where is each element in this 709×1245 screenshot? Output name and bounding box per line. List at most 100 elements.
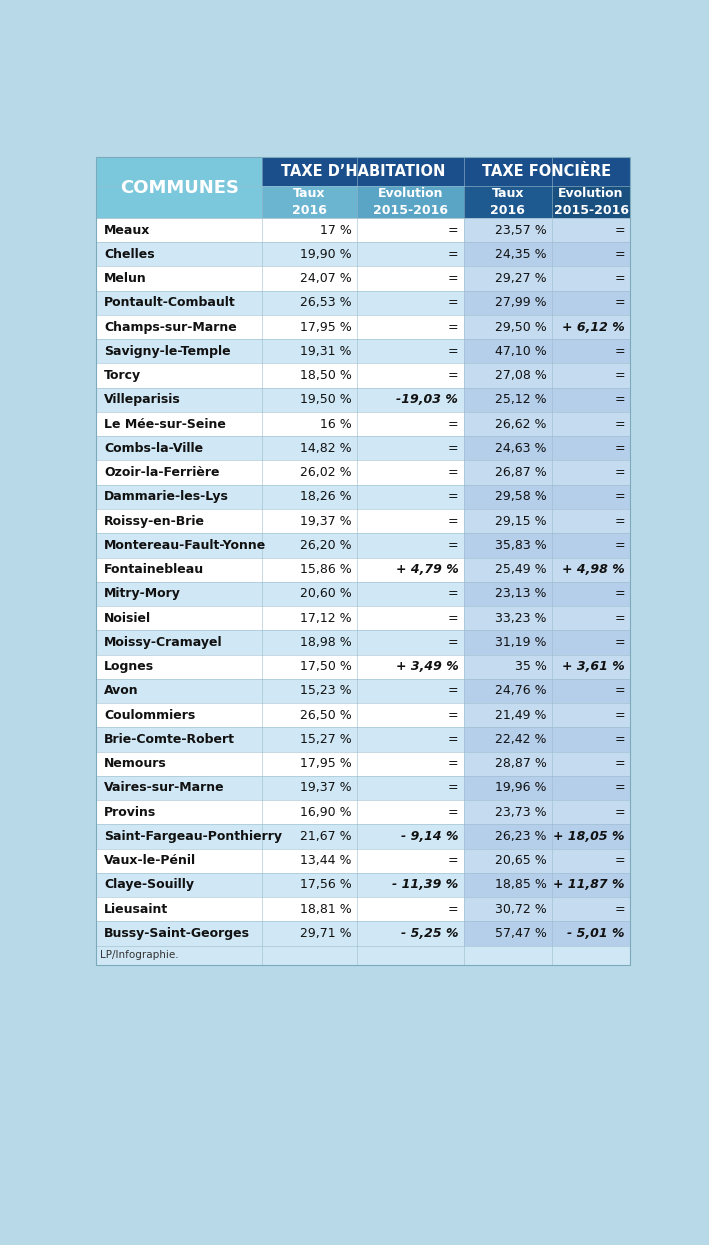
Bar [96,801,262,824]
Text: Dammarie-les-Lys: Dammarie-les-Lys [104,491,229,503]
Bar [262,873,357,898]
Text: 14,82 %: 14,82 % [300,442,352,454]
Bar [262,921,357,946]
Bar [357,655,464,679]
Text: =: = [614,757,625,771]
Text: =: = [447,806,458,819]
Text: 29,15 %: 29,15 % [495,514,547,528]
Bar [464,339,552,364]
Text: =: = [614,224,625,237]
Text: =: = [447,757,458,771]
Text: 17,95 %: 17,95 % [300,320,352,334]
Text: - 11,39 %: - 11,39 % [392,879,458,891]
Bar [464,315,552,339]
Text: Provins: Provins [104,806,157,819]
Bar [357,387,464,412]
Bar [464,436,552,461]
Text: 18,85 %: 18,85 % [495,879,547,891]
Text: 19,90 %: 19,90 % [300,248,352,260]
Bar [357,849,464,873]
Text: 17,95 %: 17,95 % [300,757,352,771]
Text: 25,49 %: 25,49 % [495,563,547,576]
Text: Moissy-Cramayel: Moissy-Cramayel [104,636,223,649]
Text: 29,50 %: 29,50 % [495,320,547,334]
Bar [464,461,552,484]
Text: =: = [447,733,458,746]
Text: =: = [614,539,625,552]
Bar [262,243,357,266]
Bar [464,533,552,558]
Bar [96,873,262,898]
Bar [262,727,357,752]
Bar [357,727,464,752]
Bar [552,606,630,630]
Bar [552,461,630,484]
Bar [357,776,464,801]
Text: 18,26 %: 18,26 % [300,491,352,503]
Bar [552,727,630,752]
Bar [464,157,630,186]
Text: =: = [614,345,625,357]
Bar [464,898,552,921]
Text: 20,60 %: 20,60 % [300,588,352,600]
Text: =: = [447,539,458,552]
Bar [96,921,262,946]
Text: 21,67 %: 21,67 % [300,830,352,843]
Bar [262,824,357,849]
Text: 18,50 %: 18,50 % [300,369,352,382]
Text: =: = [447,369,458,382]
Bar [464,824,552,849]
Text: Lognes: Lognes [104,660,155,674]
Bar [262,558,357,581]
Bar [96,849,262,873]
Text: 28,87 %: 28,87 % [495,757,547,771]
Bar [262,630,357,655]
Text: Ozoir-la-Ferrière: Ozoir-la-Ferrière [104,466,220,479]
Text: 25,12 %: 25,12 % [495,393,547,406]
Bar [464,266,552,290]
Text: 24,63 %: 24,63 % [495,442,547,454]
Bar [262,461,357,484]
Bar [96,679,262,703]
Text: =: = [614,733,625,746]
Bar [96,387,262,412]
Bar [464,679,552,703]
Bar [552,243,630,266]
Bar [464,218,552,243]
Bar [357,484,464,509]
Text: + 3,49 %: + 3,49 % [396,660,458,674]
Bar [262,679,357,703]
Text: =: = [614,611,625,625]
Text: 18,98 %: 18,98 % [300,636,352,649]
Text: =: = [614,514,625,528]
Bar [357,630,464,655]
Bar [262,776,357,801]
Bar [96,581,262,606]
Bar [464,606,552,630]
Bar [262,898,357,921]
Text: 26,50 %: 26,50 % [300,708,352,722]
Text: =: = [447,320,458,334]
Bar [96,752,262,776]
Bar [357,364,464,387]
Bar [96,946,630,965]
Bar [96,461,262,484]
Text: Vaux-le-Pénil: Vaux-le-Pénil [104,854,196,868]
Bar [357,873,464,898]
Text: 23,73 %: 23,73 % [495,806,547,819]
Text: =: = [614,708,625,722]
Bar [464,921,552,946]
Bar [96,655,262,679]
Bar [552,315,630,339]
Bar [357,558,464,581]
Bar [552,655,630,679]
Text: Taux
2016: Taux 2016 [292,187,327,217]
Bar [552,509,630,533]
Bar [262,606,357,630]
Bar [262,484,357,509]
Bar [552,581,630,606]
Text: 35 %: 35 % [515,660,547,674]
Text: =: = [614,588,625,600]
Bar [464,776,552,801]
Text: =: = [614,248,625,260]
